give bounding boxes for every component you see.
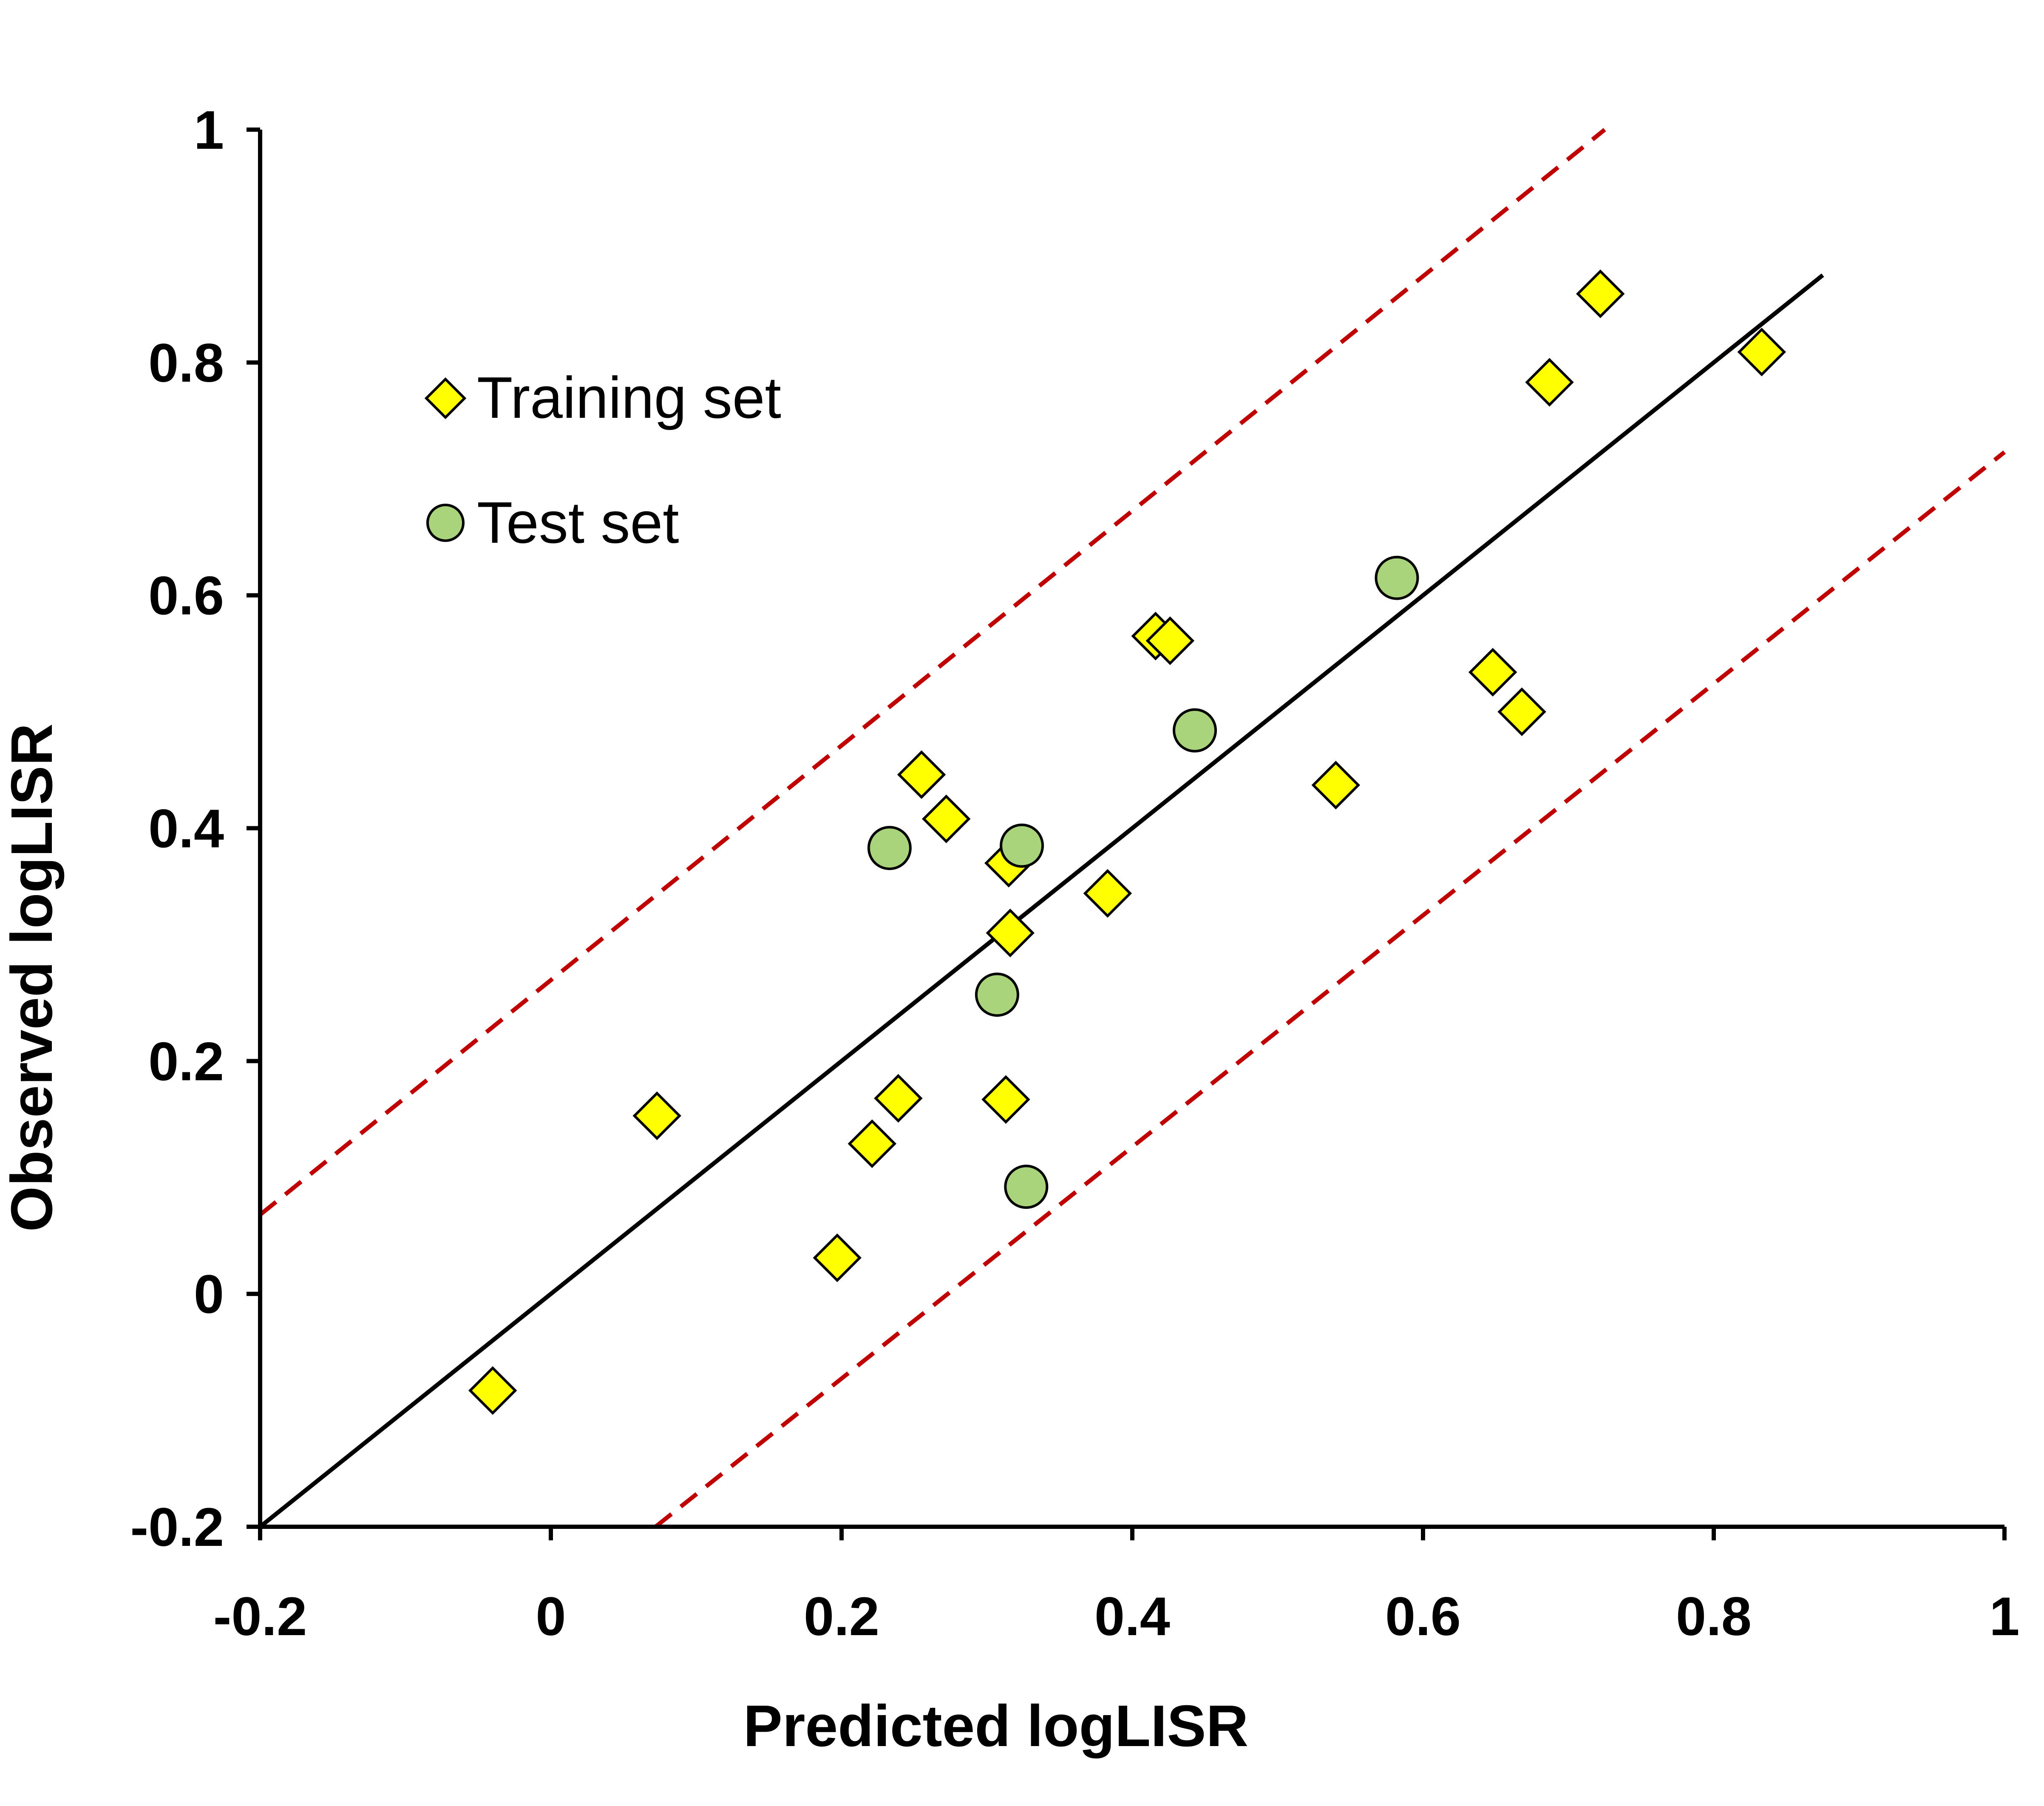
y-tick-label: -0.2 xyxy=(130,1497,224,1558)
training-point xyxy=(1311,760,1361,810)
y-tick-label: 1 xyxy=(194,100,224,161)
training-point xyxy=(1525,358,1574,407)
y-axis-title: Observed logLISR xyxy=(0,723,65,1232)
x-tick-label: 0.4 xyxy=(1094,1586,1170,1647)
y-tick-label: 0.6 xyxy=(148,566,224,627)
training-point xyxy=(1497,687,1546,736)
training-point xyxy=(897,750,946,799)
x-tick-label: 1 xyxy=(1989,1586,2019,1647)
reference-lines xyxy=(258,128,2006,1528)
dashed-bound-line xyxy=(654,450,2006,1528)
test-point xyxy=(1375,556,1419,600)
legend-item-training: Training set xyxy=(424,365,781,431)
training-point xyxy=(468,1366,517,1415)
training-point xyxy=(921,794,971,843)
training-point xyxy=(981,1075,1030,1124)
y-axis-ticks: -0.2 0 0.2 0.4 0.6 0.8 1 xyxy=(130,100,260,1558)
legend-circle-marker xyxy=(426,504,465,542)
x-axis-ticks: -0.2 0 0.2 0.4 0.6 0.8 1 xyxy=(213,1527,2020,1647)
y-tick-label: 0.2 xyxy=(148,1031,224,1092)
test-point xyxy=(1000,823,1044,868)
y-tick-label: 0 xyxy=(194,1264,224,1325)
training-point xyxy=(1083,869,1132,918)
training-point xyxy=(874,1074,923,1123)
x-tick-label: 0.2 xyxy=(804,1586,879,1647)
legend-diamond-marker xyxy=(424,377,467,420)
training-point xyxy=(1737,327,1786,377)
axes: -0.2 0 0.2 0.4 0.6 0.8 1 -0.2 0 0.2 0.4 0.6 0.8 1 xyxy=(130,100,2019,1647)
training-point xyxy=(1576,269,1625,318)
legend-item-test: Test set xyxy=(426,490,679,556)
identity-line xyxy=(258,273,1824,1528)
x-tick-label: -0.2 xyxy=(213,1586,307,1647)
test-point xyxy=(867,826,912,870)
training-point xyxy=(848,1119,897,1168)
data-points xyxy=(468,269,1786,1415)
test-point xyxy=(1004,1165,1049,1209)
x-tick-label: 0.8 xyxy=(1676,1586,1752,1647)
legend-label-test: Test set xyxy=(477,490,679,556)
y-tick-label: 0.4 xyxy=(148,799,224,859)
dashed-bound-line xyxy=(258,128,1606,1216)
test-point xyxy=(975,972,1019,1017)
training-point xyxy=(632,1091,681,1140)
test-point xyxy=(1173,708,1217,753)
training-point xyxy=(1145,616,1195,665)
x-tick-label: 0 xyxy=(536,1586,566,1647)
training-point xyxy=(1468,648,1517,697)
x-tick-label: 0.6 xyxy=(1385,1586,1461,1647)
training-point xyxy=(813,1233,862,1282)
x-axis-title: Predicted logLISR xyxy=(743,1693,1249,1759)
legend: Training set Test set xyxy=(424,365,781,556)
y-tick-label: 0.8 xyxy=(148,333,224,394)
training-point xyxy=(986,908,1035,958)
legend-label-training: Training set xyxy=(477,365,781,431)
